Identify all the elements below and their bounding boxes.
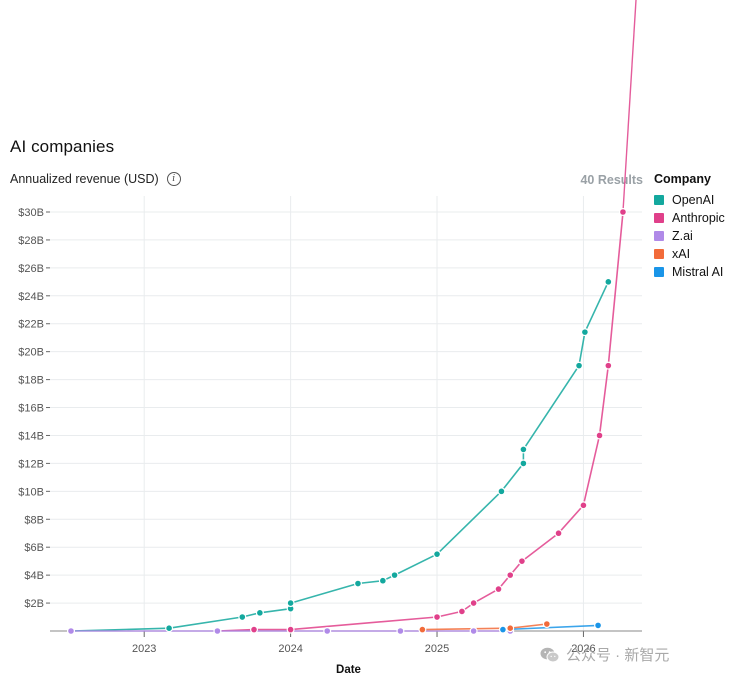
series-line-mistral-ai [502, 624, 599, 631]
series-line-anthropic [217, 211, 624, 632]
legend-label: Anthropic [672, 211, 725, 225]
data-point-anthropic [579, 501, 588, 510]
x-tick-label: 2023 [132, 643, 156, 655]
results-count: 40 Results [580, 173, 643, 187]
legend-label: Mistral AI [672, 265, 724, 279]
data-point-openai [497, 487, 506, 496]
y-tick-label: $20B [18, 347, 44, 359]
data-point-anthropic [554, 529, 563, 538]
data-point-openai [165, 624, 174, 633]
y-tick-label: $16B [18, 403, 44, 415]
legend-label: xAI [672, 247, 691, 261]
data-point-z-ai [213, 626, 222, 635]
data-point-xai [542, 620, 551, 629]
data-point-anthropic [595, 431, 604, 440]
series-layer [70, 0, 637, 632]
y-tick-label: $6B [24, 542, 44, 554]
info-icon[interactable]: i [166, 172, 181, 186]
y-axis-label-row: Annualized revenue (USD) i [10, 172, 181, 186]
x-tick-label: 2024 [278, 643, 302, 655]
data-point-openai [238, 613, 247, 622]
chart-title: AI companies [10, 137, 115, 156]
data-point-openai [390, 571, 399, 580]
data-point-mistral-ai [498, 625, 507, 634]
data-point-anthropic [604, 361, 613, 370]
data-point-openai [433, 550, 442, 559]
data-point-anthropic [517, 557, 526, 566]
y-tick-label: $4B [24, 570, 44, 582]
data-point-anthropic [494, 585, 503, 594]
data-point-openai [575, 361, 584, 370]
data-point-mistral-ai [594, 621, 603, 630]
grid-layer [50, 196, 642, 631]
watermark: 公众号 · 新智元 [540, 644, 669, 665]
legend: Company OpenAI Anthropic Z.ai xAI Mistral AI [654, 172, 725, 281]
y-tick-label: $14B [18, 430, 44, 442]
wechat-icon [540, 647, 560, 662]
data-point-openai [286, 599, 295, 608]
legend-item-anthropic[interactable]: Anthropic [654, 209, 725, 227]
y-tick-label: $18B [18, 375, 44, 387]
axis-layer [46, 211, 642, 637]
data-point-openai [519, 445, 528, 454]
legend-title: Company [654, 172, 711, 186]
legend-items: OpenAI Anthropic Z.ai xAI Mistral AI [654, 191, 725, 281]
legend-label: Z.ai [672, 229, 693, 243]
y-tick-label: $12B [18, 458, 44, 470]
legend-item-z-ai[interactable]: Z.ai [654, 227, 725, 245]
data-point-anthropic [469, 599, 478, 608]
data-point-anthropic [286, 625, 295, 634]
series-line-anthropic-extension [622, 0, 637, 213]
data-point-anthropic [433, 613, 442, 622]
watermark-text: 公众号 · 新智元 [566, 647, 670, 664]
y-tick-label: $8B [24, 514, 44, 526]
data-point-openai [519, 459, 528, 468]
data-point-openai [604, 277, 613, 286]
y-tick-label: $2B [24, 598, 44, 610]
data-point-anthropic [618, 208, 627, 217]
legend-swatch [654, 249, 664, 259]
data-point-openai [580, 328, 589, 337]
x-axis-label: Date [336, 664, 361, 676]
y-tick-label: $22B [18, 319, 44, 331]
data-point-openai [353, 579, 362, 588]
legend-item-openai[interactable]: OpenAI [654, 191, 725, 209]
y-tick-label: $26B [18, 263, 44, 275]
data-point-openai [378, 576, 387, 585]
point-layer [66, 208, 627, 635]
data-point-xai [506, 624, 515, 633]
x-tick-label: 2026 [571, 643, 595, 655]
data-point-xai [418, 625, 427, 634]
legend-item-xai[interactable]: xAI [654, 245, 725, 263]
y-tick-label: $30B [18, 207, 44, 219]
y-tick-label: $10B [18, 486, 44, 498]
legend-swatch [654, 231, 664, 241]
data-point-anthropic [506, 571, 515, 580]
legend-label: OpenAI [672, 193, 715, 207]
legend-swatch [654, 195, 664, 205]
legend-swatch [654, 267, 664, 277]
data-point-openai [255, 608, 264, 617]
data-point-anthropic [250, 625, 259, 634]
series-line-openai [70, 281, 610, 632]
y-tick-label: $24B [18, 291, 44, 303]
y-tick-label: $28B [18, 235, 44, 247]
data-point-z-ai [469, 626, 478, 635]
data-point-z-ai [66, 626, 75, 635]
x-tick-label: 2025 [425, 643, 449, 655]
data-point-anthropic [457, 607, 466, 616]
legend-swatch [654, 213, 664, 223]
data-point-z-ai [323, 626, 332, 635]
tick-layer: $2B $4B $6B $8B $10B $12B $14B $16B $18B $20B $22B… [18, 207, 595, 655]
data-point-z-ai [396, 626, 405, 635]
y-axis-label: Annualized revenue (USD) [10, 172, 159, 186]
legend-item-mistral-ai[interactable]: Mistral AI [654, 263, 725, 281]
